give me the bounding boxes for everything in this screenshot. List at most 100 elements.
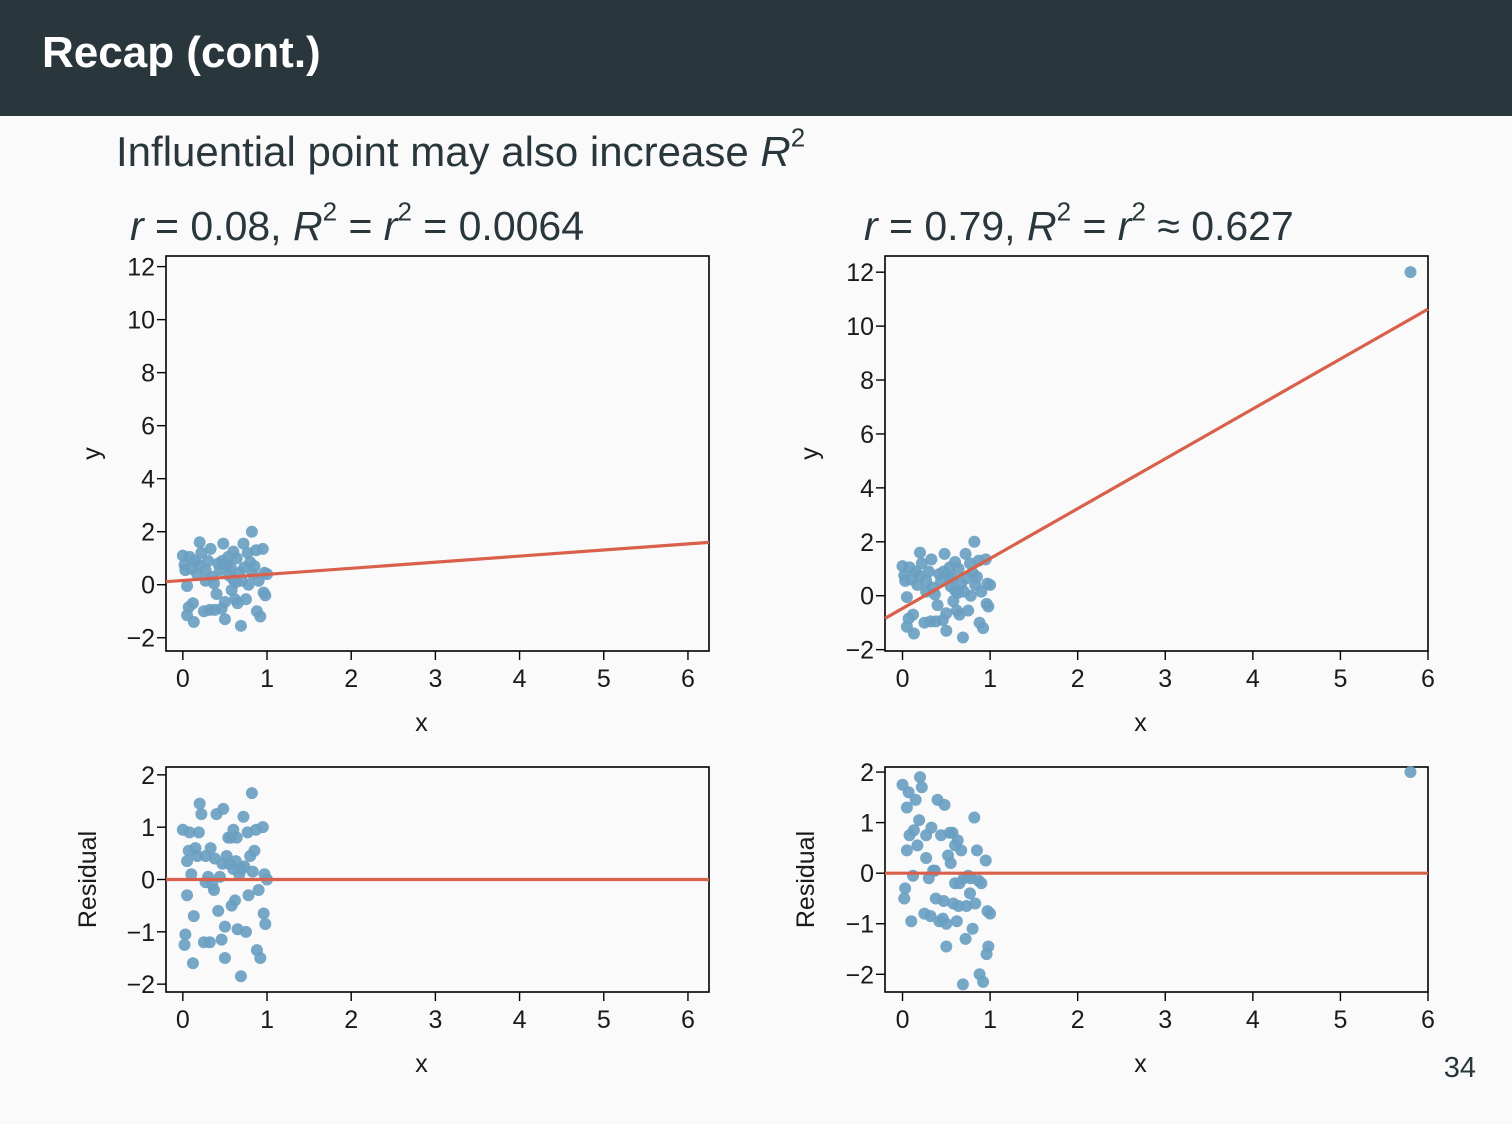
scatter-right-ytick-label: 8 xyxy=(860,367,874,395)
heading-right-r: r xyxy=(864,203,878,249)
residual-right-point xyxy=(984,907,997,920)
residual-right-xtick-label: 5 xyxy=(1333,1006,1347,1034)
scatter-left-point xyxy=(218,595,231,608)
residual-right-point xyxy=(915,781,928,794)
residual-left-ytick-label: 0 xyxy=(141,867,155,895)
scatter-left-ytick-label: 0 xyxy=(141,572,155,600)
scatter-right-xlabel: x xyxy=(1134,709,1147,737)
scatter-left-point xyxy=(254,610,267,623)
scatter-right-ytick-label: −2 xyxy=(845,637,874,665)
heading-left-eq3: = 0.0064 xyxy=(411,203,585,249)
residual-right-point xyxy=(899,882,912,895)
heading-right-eq2: = xyxy=(1071,203,1118,249)
scatter-right-ylabel: y xyxy=(796,447,824,460)
scatter-left-point xyxy=(259,589,272,602)
heading-right-eq3: ≈ 0.627 xyxy=(1145,203,1294,249)
residual-right-point xyxy=(977,975,990,988)
residual-left-point xyxy=(229,894,242,907)
scatter-left-point xyxy=(193,536,206,549)
residual-left-point xyxy=(259,917,272,930)
heading-right-R: R xyxy=(1026,203,1057,249)
residual-left-point xyxy=(207,883,220,896)
scatter-right-ytick-label: 4 xyxy=(860,475,874,503)
scatter-left-point xyxy=(217,537,230,550)
scatter-left-ytick-label: 4 xyxy=(141,466,155,494)
scatter-right-xtick-label: 3 xyxy=(1158,665,1172,693)
scatter-right-point xyxy=(940,607,953,620)
residual-right-point xyxy=(907,824,920,837)
heading-left-sup2: 2 xyxy=(397,196,412,227)
scatter-left-ytick-label: 10 xyxy=(127,307,155,335)
scatter-right-point xyxy=(907,608,920,621)
residual-right-xtick-label: 6 xyxy=(1421,1006,1435,1034)
residual-left-point xyxy=(212,904,225,917)
residual-left-point xyxy=(215,933,228,946)
residual-right-point xyxy=(959,932,972,945)
residual-left-ytick-label: −1 xyxy=(126,919,155,947)
scatter-right-point xyxy=(970,570,983,583)
residual-left-point xyxy=(246,865,259,878)
residual-right-point xyxy=(909,793,922,806)
scatter-right-point xyxy=(931,599,944,612)
residual-left-xtick-label: 3 xyxy=(428,1006,442,1034)
scatter-left-ytick-label: 12 xyxy=(127,254,155,282)
scatter-left-point xyxy=(230,552,243,565)
scatter-right-point xyxy=(907,627,920,640)
scatter-left-point xyxy=(239,593,252,606)
residual-left-point xyxy=(193,797,206,810)
residual-right-point xyxy=(938,798,951,811)
scatter-right-point xyxy=(951,587,964,600)
scatter-left-point xyxy=(195,546,208,559)
scatter-right-point xyxy=(937,565,950,578)
scatter-right-point xyxy=(956,631,969,644)
residual-right-xtick-label: 3 xyxy=(1158,1006,1172,1034)
scatter-left-point xyxy=(216,554,229,567)
residual-right-point xyxy=(920,852,933,865)
residual-right-point xyxy=(955,844,968,857)
scatter-left-xlabel: x xyxy=(415,709,428,737)
residual-right-xtick-label: 1 xyxy=(983,1006,997,1034)
scatter-right-point xyxy=(964,589,977,602)
residual-right-point xyxy=(914,771,927,784)
residual-left-point xyxy=(218,920,231,933)
residual-right-point xyxy=(924,910,937,923)
scatter-left-ylabel: y xyxy=(78,447,106,460)
scatter-left-point xyxy=(204,542,217,555)
residual-left-point xyxy=(256,821,269,834)
scatter-left-ytick-label: 2 xyxy=(141,519,155,547)
scatter-right-point xyxy=(962,604,975,617)
scatter-right-point xyxy=(1404,266,1417,279)
slide-subtitle: Influential point may also increase R2 xyxy=(116,125,805,176)
residual-left-point xyxy=(237,810,250,823)
residual-right-point xyxy=(925,821,938,834)
scatter-left-point xyxy=(242,578,255,591)
scatter-left-ytick-label: 8 xyxy=(141,360,155,388)
residual-right-point xyxy=(900,844,913,857)
subtitle-var: R xyxy=(760,128,791,175)
scatter-left-xtick-label: 5 xyxy=(597,665,611,693)
scatter-left-point xyxy=(202,554,215,567)
scatter-right-point xyxy=(922,565,935,578)
scatter-left-point xyxy=(181,580,194,593)
heading-right-sup1: 2 xyxy=(1056,196,1072,227)
scatter-left-point xyxy=(187,615,200,628)
scatter-right-point xyxy=(968,535,981,548)
residual-left-xtick-label: 0 xyxy=(176,1006,190,1034)
residual-left-chart: −2 −1 0 1 2 0 1 2 3 4 5 6 x Residual xyxy=(74,762,710,1078)
heading-right-sup2: 2 xyxy=(1131,196,1146,227)
residual-left-point xyxy=(245,787,258,800)
residual-right-point xyxy=(913,814,926,827)
scatter-left-fit-line xyxy=(165,540,710,584)
residual-right-chart: −2 −1 0 1 2 0 1 2 3 4 5 6 x Residual xyxy=(792,759,1435,1078)
scatter-right-point xyxy=(982,600,995,613)
residual-left-point xyxy=(192,826,205,839)
residual-left-xtick-label: 2 xyxy=(344,1006,358,1034)
residual-right-ytick-label: 1 xyxy=(860,810,874,838)
scatter-right-ytick-label: 2 xyxy=(860,529,874,557)
residual-right-ytick-label: 2 xyxy=(860,759,874,787)
scatter-right-frame xyxy=(884,255,1429,652)
residual-right-point xyxy=(905,915,918,928)
heading-left: r = 0.08, R2 = r2 = 0.0064 xyxy=(130,199,585,250)
residual-left-point xyxy=(187,910,200,923)
residual-left-xtick-label: 6 xyxy=(681,1006,695,1034)
